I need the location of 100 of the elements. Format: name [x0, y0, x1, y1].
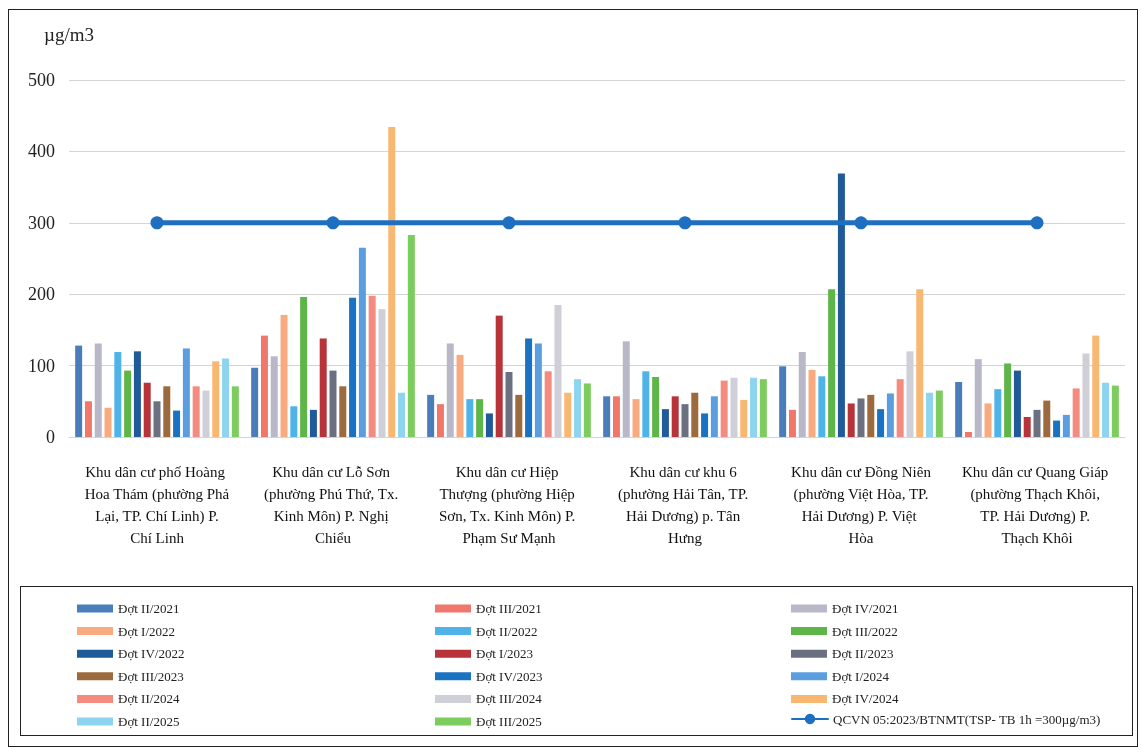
bar	[222, 358, 230, 437]
bar	[260, 335, 268, 437]
bar	[446, 343, 454, 437]
bar	[828, 289, 836, 437]
bar	[1004, 363, 1012, 437]
y-tick-label: 400	[28, 141, 55, 162]
legend-label: Đợt III/2025	[476, 714, 542, 729]
x-tick-label: Khu dân cư Lỗ Sơn (phường Phú Thứ, Tx. Kinh Môn) P. Nghị Chiểu	[264, 464, 402, 546]
bar	[476, 399, 484, 437]
bar	[837, 173, 845, 437]
bar	[466, 399, 474, 437]
bar	[701, 413, 709, 437]
x-tick-label: Khu dân cư Hiệp Thượng (phường Hiệp Sơn, Tx. Kinh Môn) P. Phạm Sư Mạnh	[438, 464, 580, 546]
legend-label: Đợt IV/2024	[832, 691, 899, 707]
bar	[867, 394, 875, 437]
bar	[652, 377, 660, 437]
bar	[456, 354, 464, 437]
bar	[368, 295, 376, 437]
y-tick-label: 200	[28, 284, 55, 305]
legend-label: Đợt III/2022	[832, 623, 898, 639]
bar	[124, 370, 132, 437]
legend-label: Đợt III/2023	[118, 668, 184, 684]
bar	[133, 351, 141, 437]
bar	[1013, 370, 1021, 437]
bar	[1072, 388, 1080, 437]
bar	[818, 376, 826, 437]
bar	[808, 369, 816, 437]
bar	[94, 343, 102, 437]
bar	[847, 403, 855, 437]
bar	[779, 366, 787, 437]
bar	[935, 390, 943, 437]
bar	[163, 386, 171, 437]
bar	[1092, 335, 1100, 437]
bar	[622, 341, 630, 437]
bar	[1062, 414, 1070, 437]
bar	[671, 396, 679, 437]
bar	[309, 409, 317, 437]
bar	[192, 386, 200, 437]
x-tick-label: Khu dân cư Đồng Niên (phường Việt Hòa, TP. Hải Dương) P. Việt Hòa	[789, 464, 933, 546]
bar	[300, 297, 308, 437]
bar	[691, 392, 699, 437]
bar	[955, 382, 963, 437]
bar	[612, 396, 620, 437]
bar	[926, 392, 934, 437]
bar	[270, 356, 278, 437]
bar	[1111, 385, 1119, 437]
bar	[984, 403, 992, 437]
bar	[632, 399, 640, 437]
bar	[173, 410, 181, 437]
bar	[877, 409, 885, 437]
bar	[720, 380, 728, 437]
bar	[251, 367, 259, 437]
legend-label: QCVN 05:2023/BTNMT(TSP- TB 1h =300µg/m3)	[833, 711, 1101, 727]
bar	[104, 407, 112, 437]
y-axis-title: µg/m3	[43, 23, 95, 45]
bar	[388, 127, 396, 437]
bar	[886, 393, 894, 437]
bar	[740, 399, 748, 437]
bar	[798, 352, 806, 437]
legend-label: Đợt I/2023	[476, 646, 534, 662]
bar	[525, 338, 533, 437]
bar	[75, 345, 83, 437]
legend-label: Đợt II/2024	[118, 691, 180, 707]
bar	[212, 361, 220, 437]
bar	[1043, 400, 1051, 437]
bar	[1102, 382, 1110, 437]
bar	[280, 314, 288, 437]
bar	[661, 409, 669, 437]
bar	[583, 383, 591, 437]
y-tick-label: 500	[28, 70, 55, 90]
bar	[574, 379, 582, 437]
y-tick-label: 300	[28, 212, 55, 233]
bar	[788, 409, 796, 437]
bar	[485, 413, 493, 437]
bar	[407, 234, 415, 437]
legend-label: Đợt I/2024	[832, 668, 890, 684]
bar	[642, 371, 650, 437]
bar	[544, 371, 552, 437]
bar	[759, 379, 767, 437]
legend-label: Đợt III/2024	[476, 691, 543, 707]
legend-label: Đợt I/2022	[118, 623, 176, 639]
x-tick-label: Khu dân cư Quang Giáp (phường Thạch Khôi, TP. Hải Dương) P. Thạch Khôi	[961, 464, 1113, 546]
bar	[515, 394, 523, 437]
x-tick-label: Khu dân cư phố Hoàng Hoa Thám (phường Phả Lại, TP. Chí Linh) P. Chí Linh	[84, 464, 230, 546]
bar	[290, 406, 298, 437]
legend-label: Đợt II/2023	[832, 646, 894, 662]
bar	[994, 389, 1002, 437]
x-tick-label: Khu dân cư khu 6 (phường Hải Tân, TP. Hải Dương) p. Tân Hưng	[618, 464, 752, 546]
bar	[974, 359, 982, 437]
legend-label: Đợt II/2022	[476, 623, 538, 639]
bar	[495, 315, 503, 437]
bar	[750, 377, 758, 437]
legend-label: Đợt II/2021	[118, 601, 180, 616]
y-tick-label: 100	[28, 355, 55, 376]
bar	[358, 247, 366, 437]
bar	[398, 392, 406, 437]
bar	[427, 394, 435, 437]
bar	[114, 352, 122, 437]
bar	[916, 289, 924, 437]
bar	[1053, 420, 1061, 437]
